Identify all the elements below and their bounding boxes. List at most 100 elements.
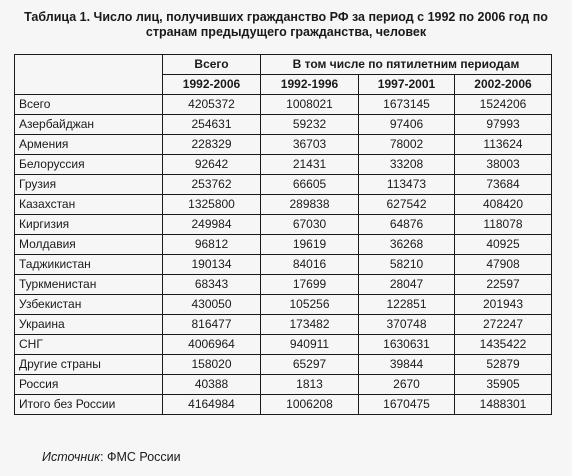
table-cell: 2670: [358, 374, 455, 395]
table-row: Россия 40388 1813 2670 35905: [14, 374, 552, 395]
table-cell: 370748: [358, 314, 455, 335]
table-row: Украина 816477 173482 370748 272247: [14, 314, 552, 335]
table-cell: 1435422: [454, 334, 552, 355]
table-cell: 1630631: [358, 334, 455, 355]
row-label: Грузия: [14, 174, 163, 195]
table-cell: 816477: [162, 314, 261, 335]
citizenship-table: Всего В том числе по пятилетним периодам…: [14, 54, 552, 415]
source-label: Источник: [42, 450, 101, 464]
table-row: Грузия 253762 66605 113473 73684: [14, 174, 552, 195]
table-cell: 4164984: [162, 394, 261, 415]
table-cell: 627542: [358, 194, 455, 215]
table-row: Азербайджан 254631 59232 97406 97993: [14, 114, 552, 135]
table-cell: 272247: [454, 314, 552, 335]
table-cell: 52879: [454, 354, 552, 375]
table-cell: 1670475: [358, 394, 455, 415]
table-cell: 17699: [260, 274, 359, 295]
row-label: Таджикистан: [14, 254, 163, 275]
row-label: Киргизия: [14, 214, 163, 235]
table-title-line-1: Таблица 1. Число лиц, получивших граждан…: [24, 10, 548, 24]
table-cell: 40925: [454, 234, 552, 255]
table-cell: 1008021: [260, 94, 359, 115]
table-cell: 122851: [358, 294, 455, 315]
table-cell: 97993: [454, 114, 552, 135]
table-row: Итого без России 4164984 1006208 1670475 148…: [14, 394, 552, 415]
table-cell: 190134: [162, 254, 261, 275]
table-cell: 47908: [454, 254, 552, 275]
table-body: Всего 4205372 1008021 1673145 1524206 Азербай…: [14, 94, 552, 415]
table-cell: 78002: [358, 134, 455, 155]
table-row: Таджикистан 190134 84016 58210 47908: [14, 254, 552, 275]
table-cell: 19619: [260, 234, 359, 255]
header-period: 1992-2006: [162, 74, 261, 95]
row-label: Всего: [14, 94, 163, 115]
table-row: Туркменистан 68343 17699 28047 22597: [14, 274, 552, 295]
table-cell: 96812: [162, 234, 261, 255]
table-cell: 228329: [162, 134, 261, 155]
row-label: СНГ: [14, 334, 163, 355]
table-cell: 4006964: [162, 334, 261, 355]
table-cell: 1488301: [454, 394, 552, 415]
table-cell: 113473: [358, 174, 455, 195]
table-row: Всего 4205372 1008021 1673145 1524206: [14, 94, 552, 115]
table-cell: 249984: [162, 214, 261, 235]
row-label: Украина: [14, 314, 163, 335]
table-cell: 4205372: [162, 94, 261, 115]
table-row: Казахстан 1325800 289838 627542 408420: [14, 194, 552, 215]
table-cell: 36268: [358, 234, 455, 255]
header-total: Всего: [162, 54, 261, 75]
table-cell: 68343: [162, 274, 261, 295]
source-note: Источник: ФМС России: [42, 450, 181, 464]
table-cell: 1524206: [454, 94, 552, 115]
table-cell: 253762: [162, 174, 261, 195]
table-row: Другие страны 158020 65297 39844 52879: [14, 354, 552, 375]
row-label: Узбекистан: [14, 294, 163, 315]
table-row: СНГ 4006964 940911 1630631 1435422: [14, 334, 552, 355]
table-cell: 158020: [162, 354, 261, 375]
table-cell: 65297: [260, 354, 359, 375]
table-cell: 66605: [260, 174, 359, 195]
table-cell: 22597: [454, 274, 552, 295]
table-row: Белоруссия 92642 21431 33208 38003: [14, 154, 552, 175]
row-label: Россия: [14, 374, 163, 395]
table-cell: 105256: [260, 294, 359, 315]
row-label: Другие страны: [14, 354, 163, 375]
table-cell: 118078: [454, 214, 552, 235]
header-period: 2002-2006: [454, 74, 552, 95]
table-cell: 92642: [162, 154, 261, 175]
table-cell: 38003: [454, 154, 552, 175]
table-cell: 113624: [454, 134, 552, 155]
row-label: Туркменистан: [14, 274, 163, 295]
row-label: Казахстан: [14, 194, 163, 215]
table-cell: 289838: [260, 194, 359, 215]
header-empty-cell: [14, 54, 163, 95]
table-title-line-2: странам предыдущего гражданства, человек: [145, 25, 427, 39]
table-cell: 40388: [162, 374, 261, 395]
table-cell: 64876: [358, 214, 455, 235]
table-cell: 1673145: [358, 94, 455, 115]
table-row: Киргизия 249984 67030 64876 118078: [14, 214, 552, 235]
table-row: Узбекистан 430050 105256 122851 201943: [14, 294, 552, 315]
table-cell: 1006208: [260, 394, 359, 415]
table-cell: 97406: [358, 114, 455, 135]
table-cell: 940911: [260, 334, 359, 355]
table-row: Армения 228329 36703 78002 113624: [14, 134, 552, 155]
table-cell: 33208: [358, 154, 455, 175]
source-text: : ФМС России: [100, 450, 181, 464]
table-cell: 201943: [454, 294, 552, 315]
table-cell: 35905: [454, 374, 552, 395]
table-cell: 58210: [358, 254, 455, 275]
table-cell: 39844: [358, 354, 455, 375]
table-row: Молдавия 96812 19619 36268 40925: [14, 234, 552, 255]
header-row-1: Всего В том числе по пятилетним периодам: [14, 54, 552, 95]
row-label: Армения: [14, 134, 163, 155]
table-cell: 254631: [162, 114, 261, 135]
row-label: Молдавия: [14, 234, 163, 255]
table-cell: 28047: [358, 274, 455, 295]
table-cell: 1813: [260, 374, 359, 395]
table-title: Таблица 1. Число лиц, получивших граждан…: [0, 10, 572, 40]
table-cell: 84016: [260, 254, 359, 275]
table-cell: 430050: [162, 294, 261, 315]
table-cell: 67030: [260, 214, 359, 235]
header-periods: В том числе по пятилетним периодам: [260, 54, 552, 75]
